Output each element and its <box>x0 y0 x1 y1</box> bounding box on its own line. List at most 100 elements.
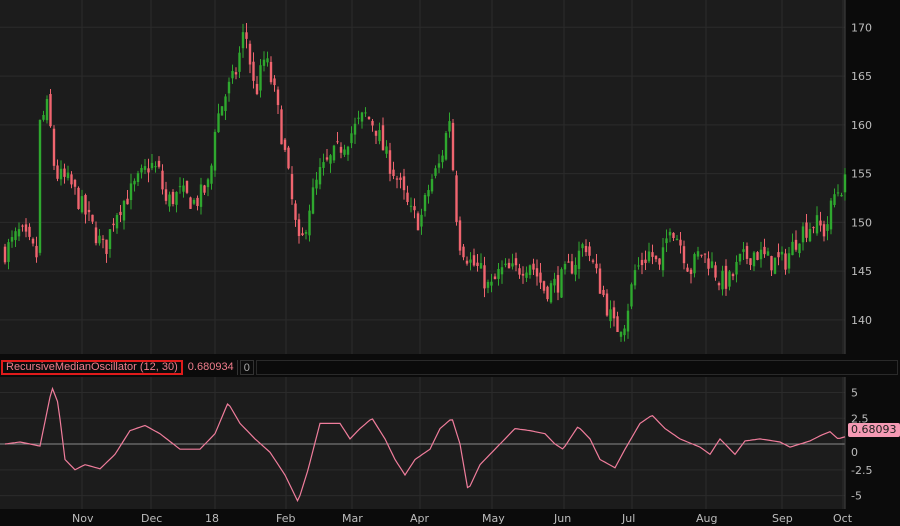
candle-body <box>287 147 290 169</box>
candle-body <box>367 116 371 120</box>
candle-body <box>689 269 693 274</box>
time-axis-label: Jul <box>622 512 636 525</box>
candle-body <box>840 195 843 197</box>
candle-body <box>623 328 626 336</box>
candle-body <box>406 192 409 202</box>
candle-body <box>227 81 231 94</box>
price-axis-tick-label: 165 <box>851 70 872 83</box>
candle-body <box>658 258 661 265</box>
candle-body <box>322 162 325 168</box>
candle-body <box>374 130 378 136</box>
time-axis-label: Feb <box>276 512 296 525</box>
candle-body <box>591 260 595 262</box>
candle-body <box>378 130 381 142</box>
candle-body <box>94 227 98 244</box>
candle-body <box>304 232 308 234</box>
candle-body <box>647 251 651 262</box>
candle-body <box>773 257 777 274</box>
price-axis-tick-label: 155 <box>851 168 872 181</box>
indicator-value: 0.680934 <box>185 360 238 375</box>
candle-body <box>458 220 462 251</box>
candle-body <box>234 72 238 75</box>
candle-body <box>318 167 322 185</box>
candle-body <box>143 166 147 170</box>
candle-body <box>518 268 521 275</box>
oscillator-chart[interactable]: 5 2.5 0 -2.5 -5 <box>0 377 900 517</box>
candle-body <box>77 187 80 209</box>
candle-body <box>381 125 385 151</box>
candle-body <box>171 191 175 205</box>
candle-body <box>66 172 70 179</box>
candle-body <box>301 233 304 236</box>
candle-body <box>451 122 455 171</box>
candle-body <box>360 112 364 122</box>
candle-body <box>336 141 339 143</box>
candle-body <box>332 145 336 161</box>
candle-body <box>24 224 28 232</box>
candle-body <box>500 267 504 275</box>
price-axis-tick-label: 145 <box>851 265 872 278</box>
candle-body <box>612 307 616 319</box>
candle-body <box>217 113 220 133</box>
candle-body <box>490 281 493 286</box>
time-axis-label: Apr <box>410 512 430 525</box>
candle-body <box>549 283 553 303</box>
candle-body <box>259 65 262 91</box>
candle-body <box>189 197 192 209</box>
candle-body <box>290 174 294 200</box>
candle-body <box>283 139 287 150</box>
oscillator-last-value-badge: 0.68093 <box>848 423 900 437</box>
candle-body <box>395 178 399 180</box>
candle-body <box>553 278 556 286</box>
price-chart[interactable]: 140 145 150 155 160 165 170 <box>0 0 900 356</box>
time-axis-label: Mar <box>342 512 363 525</box>
candle-body <box>329 155 332 164</box>
candle-body <box>357 117 360 119</box>
candle-body <box>280 109 283 145</box>
candle-body <box>728 271 731 287</box>
candle-body <box>640 259 644 266</box>
candle-body <box>346 146 350 155</box>
candle-body <box>693 254 696 274</box>
indicator-name-label[interactable]: RecursiveMedianOscillator (12, 30) <box>1 360 183 375</box>
candle-body <box>812 227 815 229</box>
candle-body <box>539 272 542 283</box>
candle-body <box>413 206 416 211</box>
candle-body <box>388 150 392 174</box>
candle-body <box>686 267 689 272</box>
candle-body <box>427 190 430 197</box>
candle-body <box>556 275 560 293</box>
candle-body <box>801 226 805 243</box>
candle-body <box>605 293 609 316</box>
candle-body <box>56 165 59 179</box>
candle-body <box>385 146 388 154</box>
time-axis: Nov Dec 18 Feb Mar Apr May Jun Jul Aug Sep Oct <box>0 509 900 526</box>
candle-body <box>3 246 7 263</box>
candle-body <box>154 166 157 168</box>
candle-body <box>815 215 819 234</box>
candle-body <box>315 179 318 189</box>
candle-body <box>668 231 672 236</box>
candle-body <box>577 250 581 269</box>
candle-body <box>182 185 185 192</box>
candle-body <box>476 262 479 267</box>
candle-body <box>630 284 633 307</box>
candle-body <box>276 89 280 106</box>
candle-body <box>220 106 224 116</box>
candle-body <box>245 32 248 39</box>
candle-body <box>339 146 343 153</box>
oscillator-axis-tick-label: -2.5 <box>851 464 872 477</box>
candle-body <box>486 281 490 288</box>
candle-body <box>101 238 105 240</box>
candle-body <box>168 194 171 207</box>
price-axis-tick-label: 150 <box>851 216 872 229</box>
candle-body <box>826 224 829 231</box>
candle-body <box>122 200 126 221</box>
candle-body <box>735 261 738 275</box>
candle-body <box>17 229 21 237</box>
candle-body <box>752 252 756 267</box>
candle-body <box>507 262 511 269</box>
candle-body <box>584 246 588 253</box>
candle-body <box>833 194 836 205</box>
candle-body <box>717 283 721 286</box>
